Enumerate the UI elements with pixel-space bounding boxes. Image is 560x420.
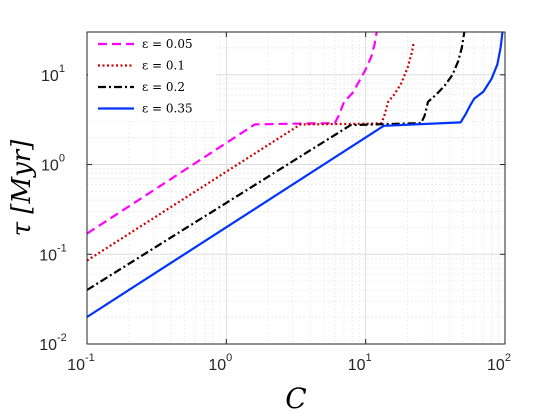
series-line [86, 31, 504, 318]
y-tick-label: 101 [41, 63, 65, 85]
legend-label: ε = 0.1 [142, 59, 185, 73]
series-line [86, 31, 466, 291]
x-tick-label: 101 [348, 352, 372, 374]
legend-label: ε = 0.35 [142, 102, 193, 116]
plot-frame [86, 31, 506, 345]
legend-label: ε = 0.2 [142, 80, 185, 94]
x-tick-label: 102 [487, 352, 511, 374]
series-layer [86, 31, 504, 318]
y-axis-label: τ [Myr] [7, 139, 37, 237]
legend-box [88, 33, 216, 121]
y-tick-label: 10-2 [39, 332, 67, 354]
series-line [86, 31, 378, 235]
y-tick-label: 100 [41, 153, 65, 175]
legend-label: ε = 0.05 [142, 37, 193, 51]
legend: ε = 0.05 ε = 0.1 ε = 0.2 ε = 0.35 [88, 33, 216, 121]
x-tick-label: 10-1 [67, 352, 95, 374]
x-axis-label: C [285, 382, 306, 415]
y-tick-label: 10-1 [39, 242, 67, 264]
series-line [86, 43, 415, 262]
x-tick-label: 100 [208, 352, 232, 374]
